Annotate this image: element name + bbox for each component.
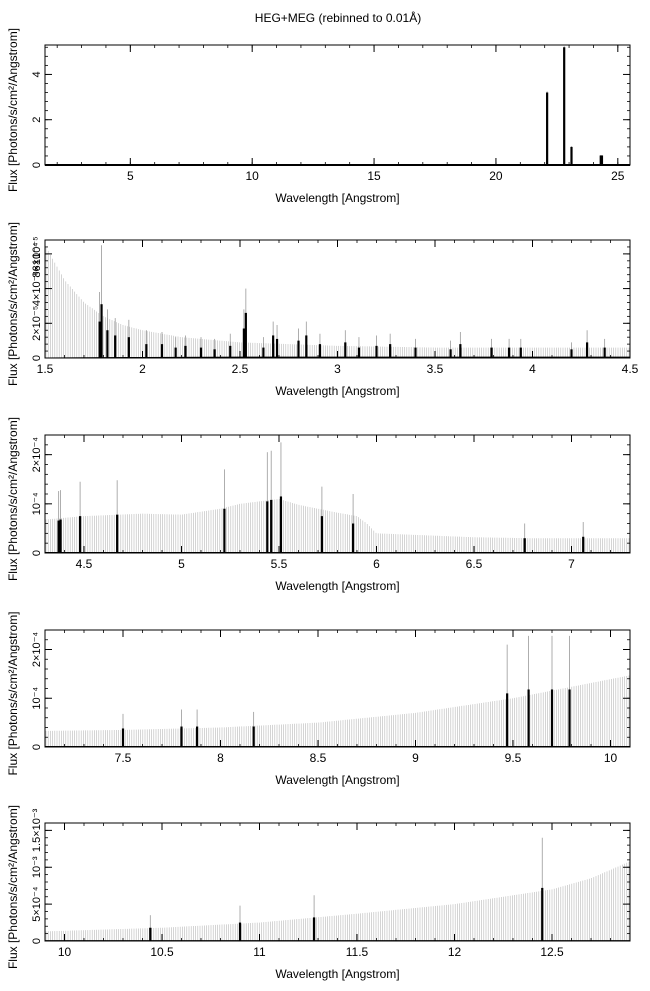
x-tick-label: 3	[334, 362, 341, 376]
x-tick-label: 6.5	[466, 557, 483, 571]
panel-2: 1.5 2 2.5 3 3.5 4 4.5 0 2×10⁻⁵4×10⁻⁵6×10⁻⁵8×10⁻⁴…	[6, 222, 639, 398]
y-tick-label: 1.5×10⁻³	[31, 808, 43, 852]
y-tick-label: 2×10⁻⁴	[31, 437, 43, 473]
error-band	[45, 861, 630, 941]
x-tick-label: 12.5	[540, 945, 564, 959]
y-tick-label: 10⁻³	[31, 856, 43, 878]
x-tick-label: 10	[604, 751, 618, 765]
x-tick-label: 9	[412, 751, 419, 765]
x-axis-label: Wavelength [Angstrom]	[275, 967, 399, 981]
error-band	[45, 498, 630, 553]
x-tick-label: 7.5	[115, 751, 132, 765]
y-tick-label: 0	[31, 355, 43, 361]
x-tick-label: 11	[253, 945, 266, 959]
y-tick-label: 0	[31, 744, 43, 750]
panel-3: 4.5 5 5.5 6 6.5 7 0 10⁻⁴ 2×10⁻⁴ Wavelength [Angst…	[6, 417, 631, 593]
panel-4: 7.5 8 8.5 9 9.5 10 0 10⁻⁴ 2×10⁻⁴ Wavelength [Angs…	[6, 611, 631, 787]
y-tick-label: 6×10⁻⁵	[31, 236, 43, 271]
y-axis-label: Flux [Photons/s/cm²/Angstrom]	[6, 805, 20, 969]
y-axis-label: Flux [Photons/s/cm²/Angstrom]	[6, 222, 20, 386]
y-axis-label: Flux [Photons/s/cm²/Angstrom]	[6, 28, 20, 192]
x-tick-label: 4.5	[622, 362, 639, 376]
y-tick-label: 0	[31, 550, 43, 556]
y-tick-label: 10⁻⁴	[31, 492, 43, 515]
x-tick-label: 8	[217, 751, 224, 765]
x-tick-label: 2	[139, 362, 146, 376]
y-tick-label: 4	[31, 71, 43, 77]
x-tick-label: 12	[448, 945, 462, 959]
x-tick-label: 10.5	[150, 945, 174, 959]
x-tick-label: 10	[58, 945, 72, 959]
x-tick-label: 4.5	[76, 557, 93, 571]
y-tick-label: 5×10⁻⁴	[31, 886, 43, 922]
x-tick-label: 20	[489, 169, 503, 183]
y-tick-label: 2×10⁻⁵	[31, 306, 43, 341]
y-tick-label: 2	[31, 117, 43, 123]
plot-frame	[44, 434, 631, 554]
figure-title: HEG+MEG (rebinned to 0.01Å)	[255, 10, 421, 25]
error-band	[45, 675, 630, 747]
x-tick-label: 25	[611, 169, 625, 183]
y-tick-label-overlay: 8×10⁻⁴	[31, 242, 43, 278]
x-tick-label: 11.5	[346, 945, 369, 959]
x-tick-label: 9.5	[505, 751, 522, 765]
x-tick-label: 2.5	[232, 362, 249, 376]
x-axis-label: Wavelength [Angstrom]	[275, 579, 399, 593]
error-band	[45, 246, 630, 358]
x-tick-label: 15	[367, 169, 381, 183]
y-tick-label: 2×10⁻⁴	[31, 632, 43, 668]
x-tick-label: 7	[568, 557, 575, 571]
x-tick-label: 6	[373, 557, 380, 571]
x-axis-label: Wavelength [Angstrom]	[275, 384, 399, 398]
y-tick-label: 0	[31, 938, 43, 944]
plot-frame	[44, 239, 631, 359]
x-tick-label: 5.5	[271, 557, 288, 571]
x-tick-label: 5	[127, 169, 134, 183]
x-axis-label: Wavelength [Angstrom]	[275, 191, 399, 205]
x-tick-label: 8.5	[310, 751, 327, 765]
x-tick-label: 1.5	[37, 362, 54, 376]
panel-1: 5 10 15 20 25 0 2 4 Wavelength [Angstrom] Flux [P…	[6, 28, 631, 205]
plot-frame	[44, 629, 631, 748]
y-tick-label: 0	[31, 162, 43, 168]
x-axis-label: Wavelength [Angstrom]	[275, 773, 399, 787]
x-tick-label: 4	[529, 362, 536, 376]
y-axis-label: Flux [Photons/s/cm²/Angstrom]	[6, 417, 20, 581]
y-tick-label: 4×10⁻⁵	[31, 271, 43, 306]
x-tick-label: 5	[178, 557, 185, 571]
x-tick-label: 10	[246, 169, 260, 183]
y-tick-label: 10⁻⁴	[31, 687, 43, 710]
panel-5: 10 10.5 11 11.5 12 12.5 0 5×10⁻⁴ 10⁻³ 1.5×10⁻³ Wav…	[6, 805, 631, 981]
x-tick-label: 3.5	[427, 362, 444, 376]
y-axis-label: Flux [Photons/s/cm²/Angstrom]	[6, 611, 20, 775]
plot-frame	[44, 44, 631, 166]
